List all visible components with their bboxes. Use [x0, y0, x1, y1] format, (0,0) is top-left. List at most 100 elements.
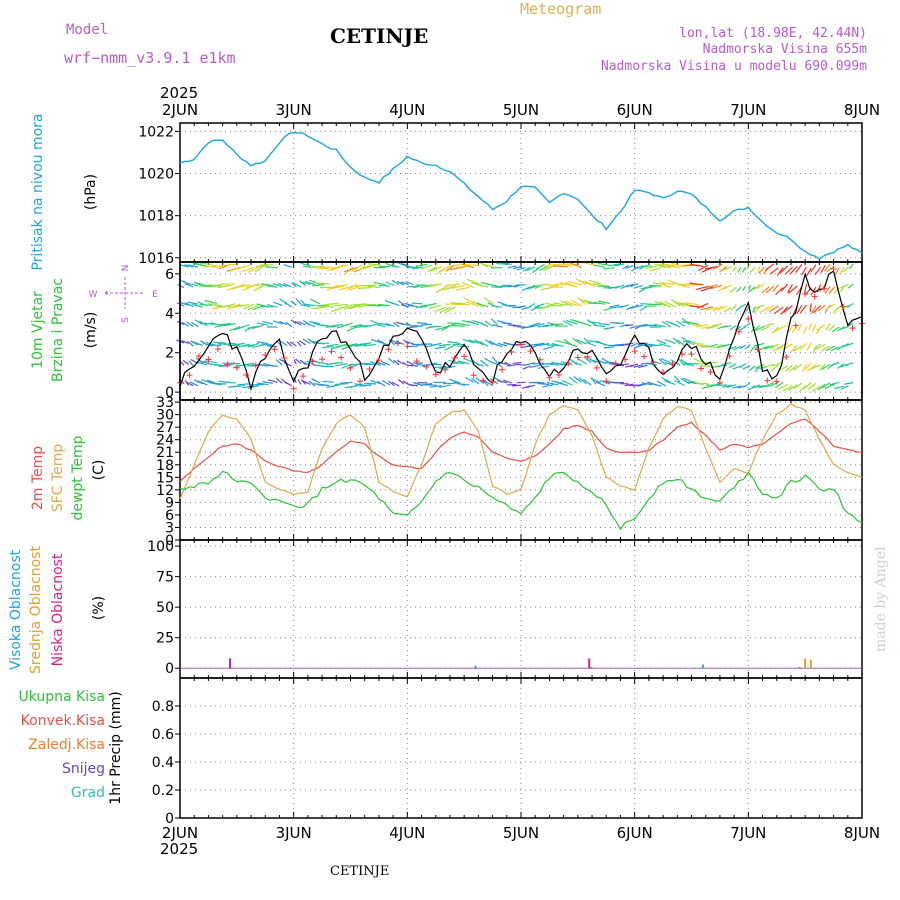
- wind-arrow: [477, 321, 489, 328]
- wind-arrow: [284, 302, 293, 308]
- wind-arrow: [614, 343, 625, 346]
- wind-arrow: [560, 300, 573, 307]
- wind-arrow: [275, 359, 283, 366]
- wind-arrow: [748, 365, 756, 372]
- wind-arrow: [844, 382, 854, 385]
- wind-arrow: [346, 283, 358, 291]
- wind-arrow: [546, 381, 559, 386]
- pressure-line: [179, 131, 863, 260]
- wind-arrow: [571, 360, 583, 366]
- x-label-bottom: 4JUN: [389, 824, 425, 842]
- gust-marker: [366, 366, 373, 373]
- gust-marker: [612, 360, 619, 367]
- wind-arrow: [772, 346, 784, 352]
- wind-arrow: [806, 342, 812, 351]
- wind-arrow: [300, 304, 311, 308]
- precip-legend-item: Grad: [71, 785, 105, 801]
- wind-arrow: [184, 264, 194, 268]
- wind-arrow: [748, 285, 751, 291]
- wind-arrow: [315, 282, 330, 285]
- temp-line-1: [179, 402, 863, 500]
- wind-arrow: [421, 264, 433, 270]
- wind-arrow: [696, 302, 709, 309]
- wind-arrow: [800, 304, 807, 314]
- wind-arrow: [810, 264, 817, 273]
- wind-arrow: [776, 267, 784, 276]
- wind-arrow: [769, 343, 779, 350]
- wind-arrow: [837, 363, 845, 369]
- wind-arrow: [400, 281, 409, 286]
- wind-arrow: [840, 385, 849, 390]
- wind-arrow: [489, 378, 498, 385]
- wind-arrow: [632, 304, 643, 308]
- gust-marker: [536, 356, 543, 363]
- wind-arrow: [256, 322, 269, 326]
- wind-arrow: [497, 380, 508, 384]
- gust-marker: [356, 378, 363, 385]
- wind-arrow: [358, 265, 372, 271]
- wind-arrow: [757, 266, 761, 274]
- wind-arrow: [397, 300, 405, 306]
- wind-arrow: [226, 303, 241, 310]
- wind-arrow: [525, 362, 536, 366]
- wind-arrow: [749, 266, 756, 273]
- wind-arrow: [796, 304, 803, 315]
- wind-arrow: [597, 262, 610, 266]
- wind-arrow: [236, 264, 250, 270]
- wind-arrow: [316, 304, 330, 307]
- wind-arrow: [841, 342, 849, 348]
- gust-marker: [480, 377, 487, 384]
- wind-arrow: [466, 301, 480, 307]
- wind-arrow: [696, 323, 709, 328]
- wind-arrow: [300, 262, 311, 267]
- wind-arrow: [760, 306, 770, 313]
- wind-arrow: [299, 281, 311, 285]
- wind-arrow: [272, 282, 283, 288]
- wind-arrow: [792, 345, 803, 352]
- wind-arrow: [204, 360, 217, 364]
- wind-arrow: [374, 323, 386, 328]
- wind-arrow: [712, 305, 723, 312]
- wind-arrow: [701, 326, 713, 329]
- wind-arrow: [344, 343, 358, 347]
- y-tick-label: 0: [165, 385, 174, 401]
- wind-arrow: [659, 343, 671, 348]
- wind-arrow: [262, 321, 274, 325]
- gust-marker: [697, 365, 704, 372]
- wind-arrow: [297, 321, 306, 326]
- wind-arrow: [645, 324, 657, 327]
- wind-arrow: [693, 358, 704, 364]
- wind-arrow: [599, 323, 610, 326]
- altitude-label: Nadmorska Visina 655m: [703, 42, 868, 57]
- gust-marker: [470, 372, 477, 379]
- wind-arrow: [445, 283, 461, 287]
- wind-arrow: [473, 361, 484, 367]
- wind-arrow: [664, 338, 676, 345]
- wind-arrow: [255, 265, 269, 268]
- wind-arrow: [793, 382, 803, 390]
- gust-marker: [593, 364, 600, 371]
- wind-arrow: [734, 326, 742, 331]
- wind-arrow: [573, 376, 583, 383]
- wind-arrow: [812, 305, 822, 314]
- wind-arrow: [512, 362, 522, 364]
- wind-arrow: [644, 265, 657, 270]
- gust-marker: [802, 290, 809, 297]
- wind-arrow: [396, 280, 405, 286]
- gust-marker: [565, 360, 572, 367]
- wind-arrow: [311, 284, 325, 287]
- wind-arrow: [779, 265, 789, 274]
- wind-arrow: [247, 304, 260, 311]
- wind-arrow: [764, 382, 775, 388]
- wind-arrow: [450, 284, 465, 289]
- wind-arrow: [792, 363, 803, 371]
- wind-arrow: [529, 364, 540, 368]
- wind-arrow: [748, 286, 756, 293]
- compass-east: E: [152, 290, 158, 300]
- y-tick-label: 27: [156, 420, 174, 436]
- wind-arrow: [448, 378, 461, 384]
- wind-arrow: [290, 319, 297, 325]
- wind-arrow: [180, 302, 189, 306]
- wind-arrow: [391, 381, 400, 387]
- wind-arrow: [817, 304, 826, 312]
